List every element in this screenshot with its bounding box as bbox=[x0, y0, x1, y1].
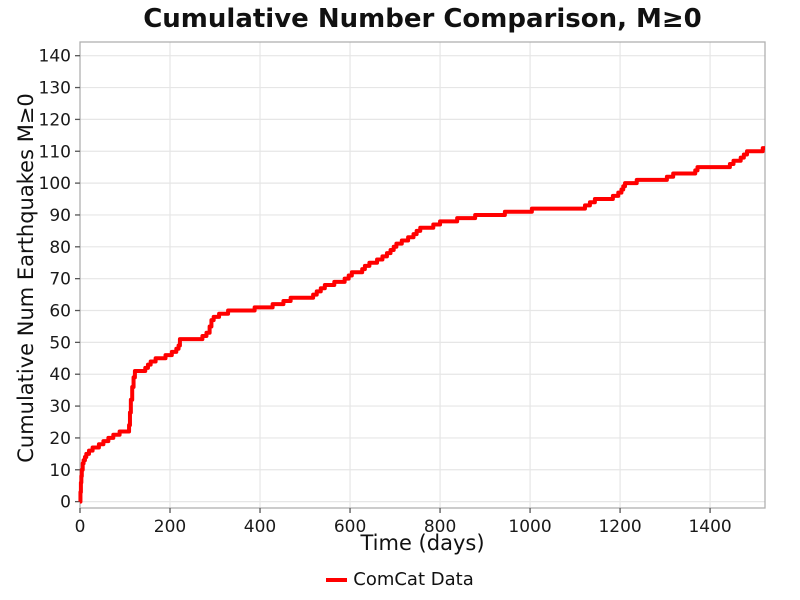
svg-text:140: 140 bbox=[39, 47, 71, 67]
svg-text:130: 130 bbox=[39, 79, 71, 99]
svg-text:80: 80 bbox=[49, 238, 71, 258]
svg-text:400: 400 bbox=[244, 517, 276, 537]
svg-text:30: 30 bbox=[49, 397, 71, 417]
svg-text:110: 110 bbox=[39, 142, 71, 162]
svg-text:600: 600 bbox=[334, 517, 366, 537]
svg-text:50: 50 bbox=[49, 333, 71, 353]
legend-label: ComCat Data bbox=[353, 569, 474, 590]
svg-text:70: 70 bbox=[49, 270, 71, 290]
svg-text:1000: 1000 bbox=[508, 517, 551, 537]
x-axis-label: Time (days) bbox=[360, 531, 485, 555]
svg-text:200: 200 bbox=[154, 517, 186, 537]
svg-text:0: 0 bbox=[75, 517, 86, 537]
svg-text:10: 10 bbox=[49, 461, 71, 481]
legend-line-swatch bbox=[326, 577, 348, 582]
svg-text:1200: 1200 bbox=[598, 517, 641, 537]
legend: ComCat Data bbox=[0, 569, 800, 590]
chart-title: Cumulative Number Comparison, M≥0 bbox=[143, 4, 702, 34]
svg-text:100: 100 bbox=[39, 174, 71, 194]
svg-text:90: 90 bbox=[49, 206, 71, 226]
svg-text:1400: 1400 bbox=[688, 517, 731, 537]
svg-text:0: 0 bbox=[60, 493, 71, 513]
svg-text:40: 40 bbox=[49, 365, 71, 385]
svg-text:20: 20 bbox=[49, 429, 71, 449]
svg-text:60: 60 bbox=[49, 302, 71, 322]
svg-text:120: 120 bbox=[39, 110, 71, 130]
svg-text:800: 800 bbox=[424, 517, 456, 537]
